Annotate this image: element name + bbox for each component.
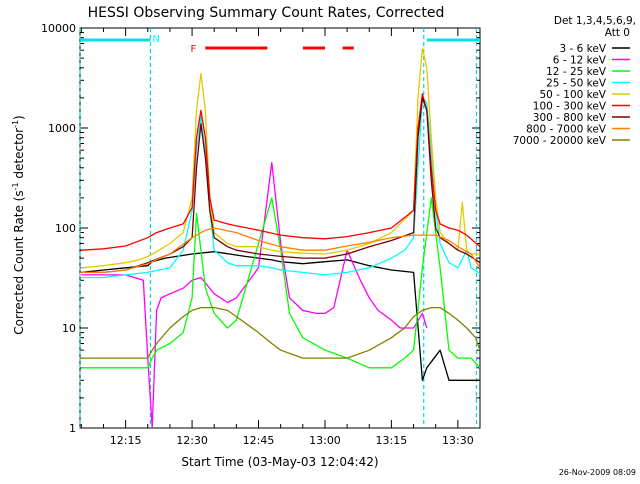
- x-tick-label: 13:00: [309, 434, 341, 447]
- x-tick-label: 13:30: [442, 434, 474, 447]
- legend-header-line1: Det 1,3,4,5,6,9,: [554, 15, 636, 27]
- y-tick-label: 10000: [41, 22, 76, 35]
- y-tick-label: 100: [55, 222, 76, 235]
- legend-header-line2: Att 0: [605, 27, 630, 39]
- legend-label-50-100-kev: 50 - 100 keV: [539, 89, 606, 101]
- x-tick-label: 12:45: [243, 434, 275, 447]
- series-line-25-50-kev: [81, 97, 480, 279]
- series-line-12-25-kev: [81, 197, 480, 369]
- legend-label-25-50-kev: 25 - 50 keV: [546, 78, 607, 90]
- x-tick-label: 13:15: [376, 434, 408, 447]
- x-axis-label: Start Time (03-May-03 12:04:42): [181, 455, 378, 469]
- y-tick-label: 10: [62, 322, 76, 335]
- y-tick-label: 1: [69, 422, 76, 435]
- series-line-50-100-kev: [81, 47, 480, 269]
- legend-label-100-300-kev: 100 - 300 keV: [533, 101, 607, 113]
- legend-label-3-6-kev: 3 - 6 keV: [559, 43, 606, 55]
- legend-label-7000-20000-kev: 7000 - 20000 keV: [513, 135, 607, 147]
- legend-label-6-12-kev: 6 - 12 keV: [553, 55, 607, 67]
- series-traces: [81, 47, 480, 428]
- annotation-n: N: [152, 34, 159, 45]
- series-line-300-800-kev: [81, 97, 480, 274]
- timestamp-label: 26-Nov-2009 08:09: [559, 468, 636, 477]
- x-tick-label: 12:30: [176, 434, 208, 447]
- y-axis-label: Corrected Count Rate (s-1 detector-1): [11, 115, 26, 334]
- legend-label-800-7000-kev: 800 - 7000 keV: [526, 124, 607, 136]
- y-tick-label: 1000: [48, 122, 76, 135]
- chart-title: HESSI Observing Summary Count Rates, Cor…: [88, 5, 445, 21]
- series-line-800-7000-kev: [81, 227, 480, 274]
- series-line-6-12-kev: [81, 162, 428, 428]
- x-tick-label: 12:15: [110, 434, 142, 447]
- legend-label-300-800-kev: 300 - 800 keV: [533, 112, 607, 124]
- legend-label-12-25-kev: 12 - 25 keV: [546, 66, 607, 78]
- axis-labels: Start Time (03-May-03 12:04:42) Correcte…: [11, 115, 379, 469]
- plot-area: 1 10 100 1000 10000 12:15 12:30 12:45 13:00 13:15…: [41, 22, 481, 447]
- series-line-7000-20000-kev: [81, 306, 480, 359]
- annotation-f: F: [191, 44, 197, 55]
- series-line-100-300-kev: [81, 93, 480, 251]
